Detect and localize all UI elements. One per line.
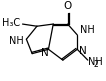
Text: O: O xyxy=(63,1,72,11)
Text: N: N xyxy=(41,48,48,58)
Text: NH: NH xyxy=(88,57,103,67)
Text: H₃C: H₃C xyxy=(3,18,21,28)
Text: NH: NH xyxy=(80,25,94,35)
Text: NH: NH xyxy=(9,36,24,46)
Text: 2: 2 xyxy=(93,60,98,69)
Text: N: N xyxy=(79,46,86,56)
